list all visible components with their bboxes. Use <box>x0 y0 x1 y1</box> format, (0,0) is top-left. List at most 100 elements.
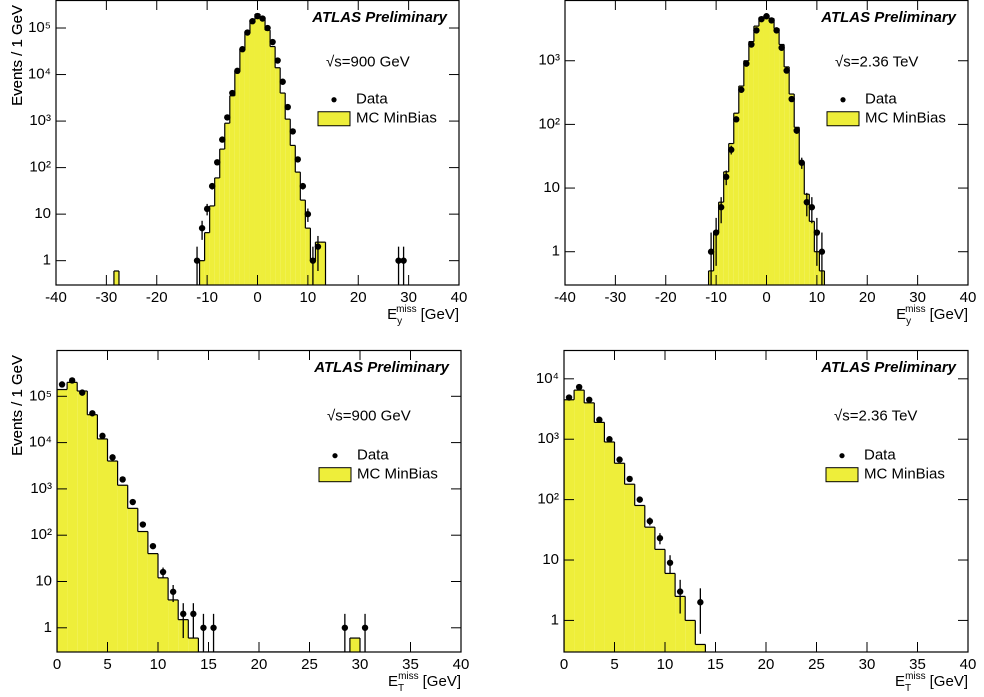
x-tick-label: 0 <box>53 656 61 673</box>
histogram-bin <box>260 18 266 285</box>
x-tick-label: 25 <box>301 656 318 673</box>
histogram-bin <box>743 60 749 285</box>
histogram-bin <box>789 94 795 285</box>
data-point <box>264 24 271 32</box>
histogram-bin <box>224 123 230 285</box>
data-point <box>813 229 821 236</box>
x-tick-label: 35 <box>909 656 926 673</box>
data-point <box>210 624 217 631</box>
x-tick-label: -40 <box>554 289 576 306</box>
histogram-bin <box>77 391 88 652</box>
data-point <box>304 210 312 218</box>
data-point <box>289 128 296 135</box>
data-point <box>294 156 301 163</box>
histogram-bin <box>229 95 235 285</box>
histogram-bin <box>728 143 734 285</box>
legend-marker <box>331 97 337 103</box>
data-point <box>783 67 790 74</box>
histogram-bin <box>117 485 128 652</box>
histogram-bin <box>564 399 575 652</box>
histogram-bin <box>275 67 281 285</box>
x-tick-label: 0 <box>560 656 568 673</box>
data-point <box>636 496 643 503</box>
data-point <box>723 173 730 181</box>
x-axis-label: Eymiss [GeV] <box>896 304 968 327</box>
x-tick-label: -10 <box>196 289 218 306</box>
data-point <box>707 248 715 255</box>
histogram-bin <box>270 46 276 285</box>
histogram-bin <box>285 119 291 285</box>
histogram-bin <box>188 638 199 652</box>
histogram-bin <box>107 461 118 652</box>
data-point <box>606 436 613 443</box>
data-point <box>395 257 402 264</box>
histogram-bin <box>219 149 225 285</box>
y-tick-label: 10² <box>537 491 559 508</box>
data-point <box>58 381 66 388</box>
data-point <box>234 67 241 75</box>
data-point <box>193 257 201 264</box>
data-point <box>656 534 664 542</box>
y-tick-label: 1 <box>44 619 52 636</box>
legend-label: Data <box>356 91 388 108</box>
x-tick-label: -30 <box>96 289 118 306</box>
x-tick-label: 15 <box>200 656 217 673</box>
x-label-sup: miss <box>905 671 926 682</box>
histogram-bin <box>748 41 754 285</box>
histogram-bin <box>349 638 360 652</box>
data-point <box>773 27 780 34</box>
y-axis-label: Events / 1 GeV <box>9 5 26 106</box>
histogram-bin <box>594 422 605 652</box>
x-tick-label: 5 <box>610 656 618 673</box>
data-point <box>129 498 136 506</box>
data-point <box>149 542 157 550</box>
data-point <box>99 432 106 440</box>
plot-area <box>113 12 407 285</box>
data-point <box>717 204 725 211</box>
data-point <box>728 146 735 153</box>
data-point <box>565 394 573 401</box>
data-point <box>798 159 805 166</box>
data-point <box>788 95 795 103</box>
x-label-base: E <box>896 306 906 323</box>
y-tick-label: 10³ <box>29 112 51 129</box>
histogram-bin <box>644 527 655 652</box>
data-point <box>279 78 286 85</box>
histogram-bin <box>814 251 820 285</box>
histogram-bin <box>675 596 686 652</box>
legend-marker <box>840 97 846 103</box>
histogram-bin <box>574 390 585 652</box>
histogram-bin <box>300 200 306 285</box>
x-tick-label: 40 <box>960 656 977 673</box>
x-tick-label: -30 <box>605 289 627 306</box>
experiment-label: ATLAS Preliminary <box>313 359 449 376</box>
y-tick-label: 10⁴ <box>29 434 52 451</box>
histogram-bin <box>695 644 706 652</box>
x-tick-label: 40 <box>453 656 470 673</box>
x-tick-label: 30 <box>859 656 876 673</box>
data-point <box>768 17 775 24</box>
data-point <box>753 27 760 34</box>
y-tick-label: 10⁵ <box>28 19 51 36</box>
data-point <box>190 610 197 618</box>
data-point <box>180 610 187 618</box>
energy-label: √s=900 GeV <box>327 407 411 424</box>
data-point <box>203 205 211 213</box>
y-tick-label: 10³ <box>30 480 52 497</box>
data-point <box>575 383 583 391</box>
legend-label: Data <box>357 447 389 464</box>
data-point <box>79 389 86 396</box>
energy-label: √s=900 GeV <box>326 54 410 71</box>
data-point <box>159 568 167 576</box>
y-tick-label: 10 <box>543 179 560 196</box>
x-tick-label: 30 <box>400 289 417 306</box>
experiment-label: ATLAS Preliminary <box>820 359 956 376</box>
histogram-bin <box>158 577 169 652</box>
y-tick-label: 1 <box>551 611 559 628</box>
data-point <box>200 624 207 631</box>
histogram-bin <box>254 14 261 285</box>
x-axis-label: Eymiss [GeV] <box>387 304 459 327</box>
data-point <box>743 60 750 67</box>
histogram-bin <box>634 505 645 652</box>
y-tick-label: 10³ <box>538 52 560 69</box>
